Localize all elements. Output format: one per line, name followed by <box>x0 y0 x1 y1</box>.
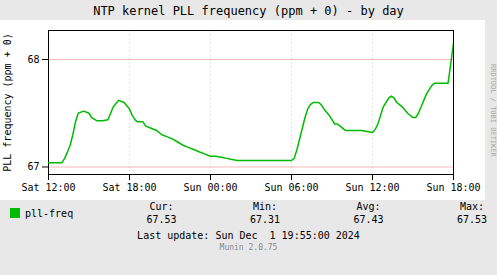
svg-text:PLL frequency (ppm + 0): PLL frequency (ppm + 0) <box>2 33 13 171</box>
svg-text:Sun 18:00: Sun 18:00 <box>426 182 480 193</box>
svg-text:68: 68 <box>27 54 39 65</box>
html-text:Max:: Max: <box>459 201 484 212</box>
html-text:Last update: Sun Dec 1 19:55:0: Last update: Sun Dec 1 19:55:00 2024 <box>137 230 360 241</box>
html-text:RRDTOOL / TOBI OETIKER: RRDTOOL / TOBI OETIKER <box>489 63 497 157</box>
svg-text:Sun 12:00: Sun 12:00 <box>345 182 399 193</box>
svg-text:67: 67 <box>27 161 39 172</box>
svg-text:Sat 18:00: Sat 18:00 <box>102 182 156 193</box>
svg-text:Sun 00:00: Sun 00:00 <box>183 182 237 193</box>
html-text:67.43: 67.43 <box>353 214 384 225</box>
html-text:67.53: 67.53 <box>456 214 487 225</box>
html-text:pll-freq: pll-freq <box>25 207 74 219</box>
html-text:NTP kernel PLL frequency (ppm: NTP kernel PLL frequency (ppm + 0) - by … <box>93 4 404 18</box>
html-text:Avg:: Avg: <box>356 201 381 212</box>
html-text:Min:: Min: <box>253 201 278 212</box>
html-text:Cur:: Cur: <box>149 201 174 212</box>
svg-text:Sun 06:00: Sun 06:00 <box>264 182 318 193</box>
html-text:67.31: 67.31 <box>250 214 281 225</box>
html-text:Munin 2.0.75: Munin 2.0.75 <box>219 243 278 252</box>
svg-text:Sat 12:00: Sat 12:00 <box>21 182 75 193</box>
html-text:67.53: 67.53 <box>146 214 177 225</box>
